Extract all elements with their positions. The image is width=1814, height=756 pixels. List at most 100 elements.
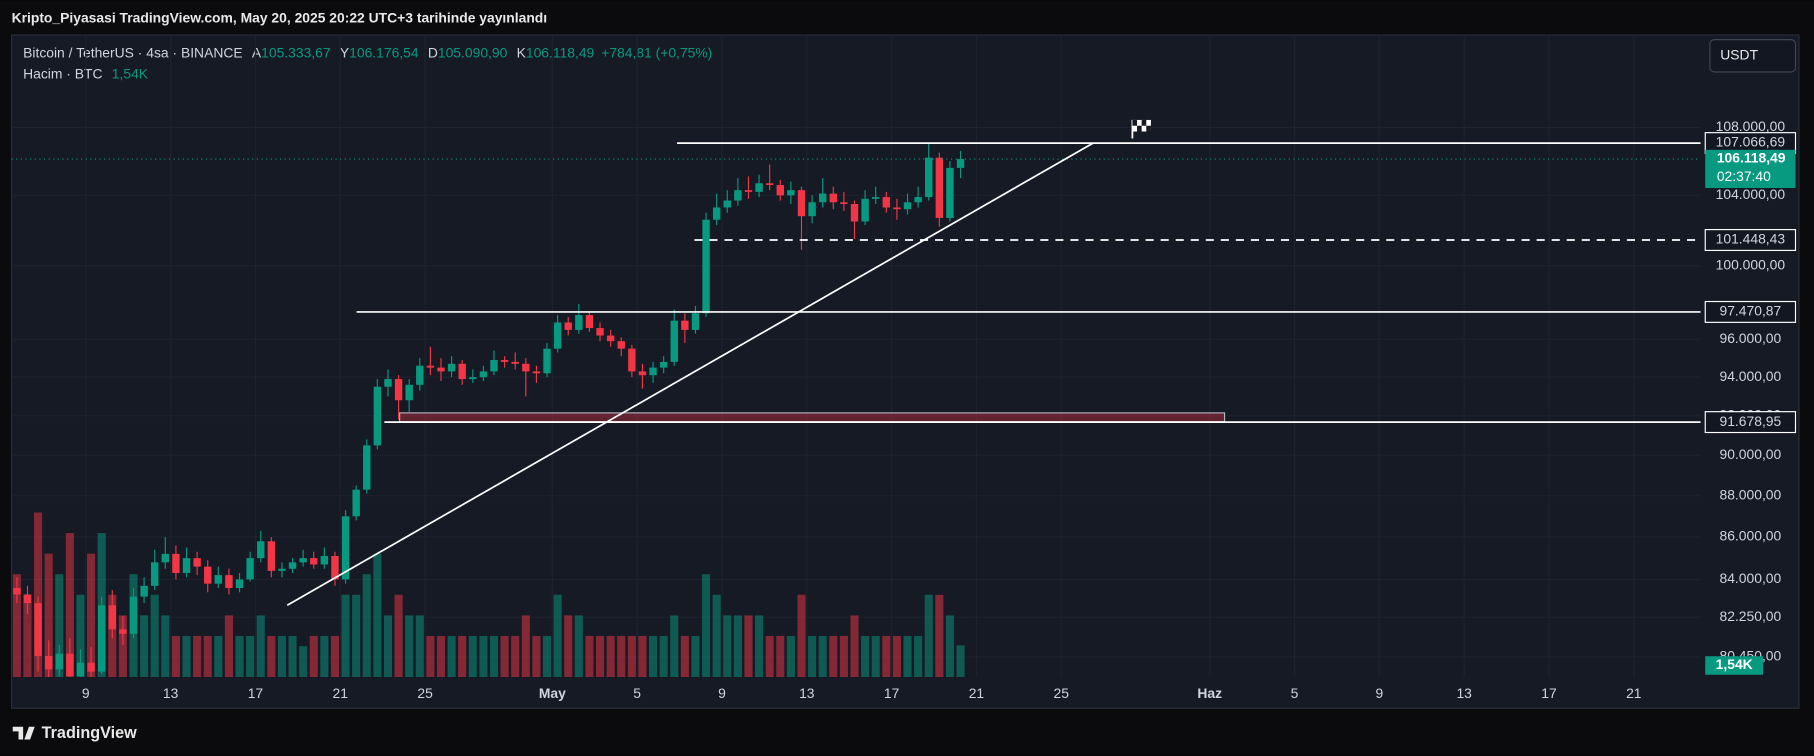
candle-body [575, 315, 583, 330]
candle-body [87, 662, 95, 672]
volume-bar [415, 615, 424, 678]
ohlc-value: 105.090,90 [438, 44, 508, 60]
logo-mark [12, 726, 35, 740]
currency-label[interactable]: USDT [1720, 46, 1758, 62]
volume-bar [12, 574, 21, 678]
candle-body [829, 193, 838, 203]
volume-bar [34, 512, 43, 678]
flag-check [1141, 119, 1147, 126]
x-tick-label: 9 [1375, 685, 1383, 701]
candle-body [818, 193, 827, 203]
volume-bar [55, 574, 64, 678]
chart-pane [10, 34, 1800, 709]
volume-bar [606, 635, 615, 678]
candle-body [585, 315, 594, 329]
ohlc-value: 106.118,49 [526, 44, 595, 60]
volume-bar [691, 635, 700, 678]
candle-body [490, 360, 498, 372]
volume-bar [617, 635, 626, 678]
volume-bar [23, 594, 32, 678]
volume-bar [755, 615, 764, 678]
candle-body [416, 365, 424, 385]
volume-bar [500, 635, 509, 678]
volume-label: 1,54K [1716, 656, 1753, 672]
price-change: +784,81 (+0,75%) [601, 44, 712, 60]
volume-bar [585, 635, 594, 678]
volume-label-box [1705, 656, 1764, 675]
candle-body [543, 348, 551, 374]
candle-body [553, 322, 562, 349]
y-tick-label: 108.000,00 [1716, 118, 1786, 134]
candle-body [925, 157, 933, 198]
candle-body [606, 335, 615, 342]
candle-body [893, 207, 901, 210]
volume-bar [299, 646, 308, 678]
volume-bar [511, 635, 520, 678]
candle-body [161, 553, 170, 563]
x-tick-label: 9 [82, 685, 90, 701]
candle-body [34, 603, 42, 656]
symbol-header: Bitcoin / TetherUS · 4sa · BINANCE A105.3… [23, 44, 712, 60]
volume-bar [373, 553, 382, 678]
candle-body [691, 313, 700, 330]
x-tick-label: May [539, 685, 566, 701]
countdown-label: 02:37:40 [1717, 168, 1771, 184]
candle-body [225, 575, 233, 588]
candle-body [129, 596, 138, 634]
candle-body [182, 558, 191, 573]
candle-body [341, 516, 350, 580]
volume-bar [447, 635, 456, 678]
volume-bar [426, 635, 435, 678]
candle-body [787, 190, 795, 196]
candle-body [458, 363, 466, 380]
volume-bar [150, 594, 159, 678]
candle-body [140, 585, 148, 597]
x-tick-label: 5 [633, 685, 641, 701]
flag-check [1146, 125, 1151, 132]
volume-bar [553, 594, 562, 678]
candle-body [108, 605, 116, 630]
volume-bar [839, 635, 848, 678]
x-tick-label: 5 [1291, 685, 1299, 701]
candle-body [352, 489, 360, 517]
candle-body [670, 320, 678, 362]
y-tick-label: 94.000,00 [1720, 368, 1782, 384]
ohlc-value: 106.176,54 [349, 44, 419, 60]
x-tick-label: 9 [718, 685, 726, 701]
volume-bar [776, 635, 785, 678]
candle-body [914, 197, 922, 203]
volume-title: Hacim · BTC [23, 65, 102, 81]
candle-body [44, 655, 53, 670]
volume-bar [182, 635, 191, 678]
level-label: 101.448,43 [1716, 231, 1786, 247]
candle-body [310, 558, 318, 565]
candle-body [363, 445, 371, 490]
level-label-box [1704, 300, 1797, 323]
volume-bar [468, 635, 477, 678]
volume-bar [924, 594, 933, 678]
candle-body [734, 190, 742, 201]
candle-body [151, 562, 159, 586]
published-note: Kripto_Piyasasi TradingView.com, May 20,… [12, 9, 548, 25]
y-tick-label: 90.000,00 [1720, 446, 1782, 462]
volume-bar [87, 553, 96, 678]
volume-value: 1,54K [112, 65, 149, 81]
candle-body [532, 371, 541, 374]
volume-bar [882, 635, 891, 678]
candle-body [617, 341, 625, 349]
currency-button[interactable] [1709, 39, 1797, 73]
x-tick-label: 13 [1456, 685, 1472, 701]
y-tick-label: 84.000,00 [1720, 570, 1782, 586]
candle-body [172, 553, 180, 573]
volume-bar [362, 574, 371, 678]
volume-bar [214, 635, 223, 678]
x-tick-label: 21 [969, 685, 985, 701]
candle-body [288, 562, 297, 569]
x-tick-label: 17 [884, 685, 900, 701]
candle-body [808, 202, 816, 217]
last-price-label: 106.118,49 [1717, 150, 1786, 166]
x-tick-label: 17 [1541, 685, 1557, 701]
candle-body [903, 202, 912, 210]
candle-body [723, 200, 731, 208]
ohlc-key: Y [340, 44, 349, 60]
